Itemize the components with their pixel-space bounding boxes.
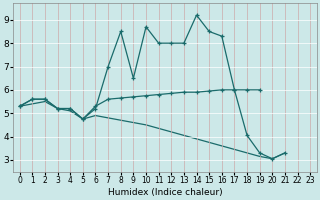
X-axis label: Humidex (Indice chaleur): Humidex (Indice chaleur) xyxy=(108,188,222,197)
